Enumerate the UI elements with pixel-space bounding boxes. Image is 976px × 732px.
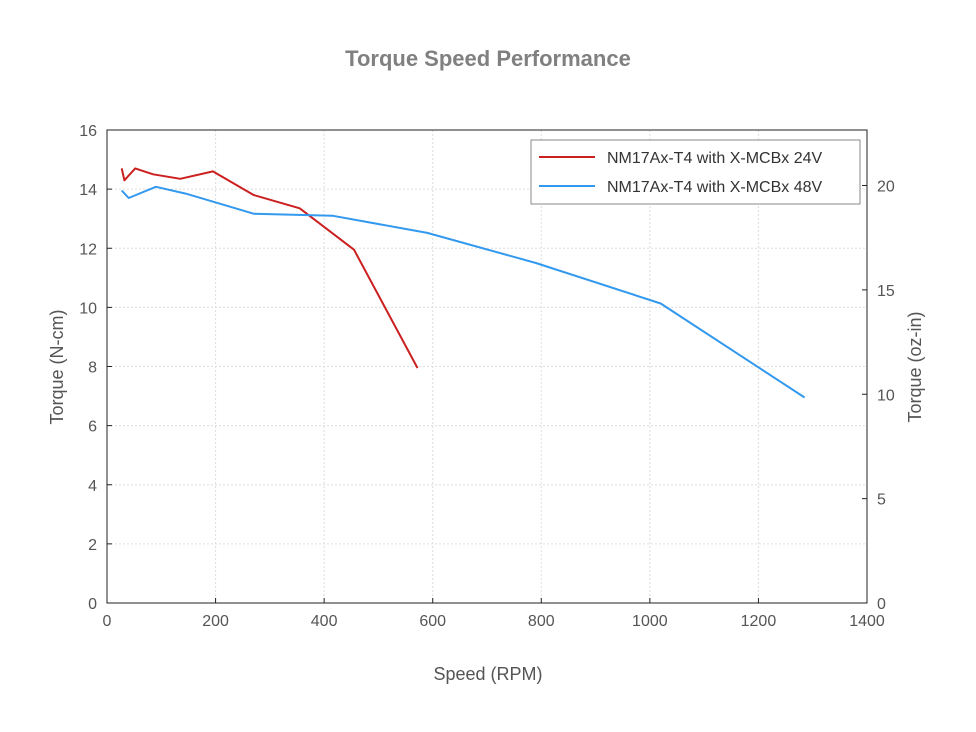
- legend-box: [530, 139, 861, 205]
- y-tick-label: 14: [79, 182, 97, 199]
- y2-axis-label: Torque (oz-in): [905, 311, 925, 422]
- y-tick-label: 12: [79, 241, 97, 258]
- x-tick-label: 600: [419, 613, 446, 630]
- y-tick-label: 0: [88, 596, 97, 613]
- y2-tick-label: 10: [877, 387, 895, 404]
- y-tick-label: 16: [79, 123, 97, 140]
- y-axis-ticks: 0 2 4 6 8 10 12 14 16: [79, 123, 112, 613]
- legend-entry-2: NM17Ax-T4 with X-MCBx 48V: [607, 179, 822, 196]
- x-tick-label: 1400: [849, 613, 885, 630]
- y-tick-label: 6: [88, 419, 97, 436]
- grid: [107, 130, 867, 603]
- chart-title: Torque Speed Performance: [345, 46, 631, 71]
- y-tick-label: 4: [88, 478, 97, 495]
- y2-tick-label: 5: [877, 492, 886, 509]
- y-axis-label: Torque (N-cm): [47, 309, 67, 424]
- x-tick-label: 1200: [741, 613, 777, 630]
- series-lines: [120, 167, 806, 399]
- x-tick-label: 400: [311, 613, 338, 630]
- y2-axis-ticks: 0 5 10 15 20: [862, 179, 895, 613]
- y2-tick-label: 20: [877, 179, 895, 196]
- legend-entry-1: NM17Ax-T4 with X-MCBx 24V: [607, 150, 822, 167]
- y-tick-label: 2: [88, 537, 97, 554]
- x-axis-label: Speed (RPM): [433, 664, 542, 684]
- x-tick-label: 800: [528, 613, 555, 630]
- x-tick-label: 1000: [632, 613, 668, 630]
- series-line-1: [120, 167, 419, 369]
- y-tick-label: 8: [88, 360, 97, 377]
- x-axis-ticks: 0 200 400 600 800 1000 1200 1400: [103, 598, 885, 630]
- series-line-2: [120, 185, 806, 399]
- y-tick-label: 10: [79, 300, 97, 317]
- x-tick-label: 0: [103, 613, 112, 630]
- y2-tick-label: 15: [877, 283, 895, 300]
- y2-tick-label: 0: [877, 596, 886, 613]
- legend: NM17Ax-T4 with X-MCBx 24V NM17Ax-T4 with …: [530, 139, 861, 205]
- x-tick-label: 200: [202, 613, 229, 630]
